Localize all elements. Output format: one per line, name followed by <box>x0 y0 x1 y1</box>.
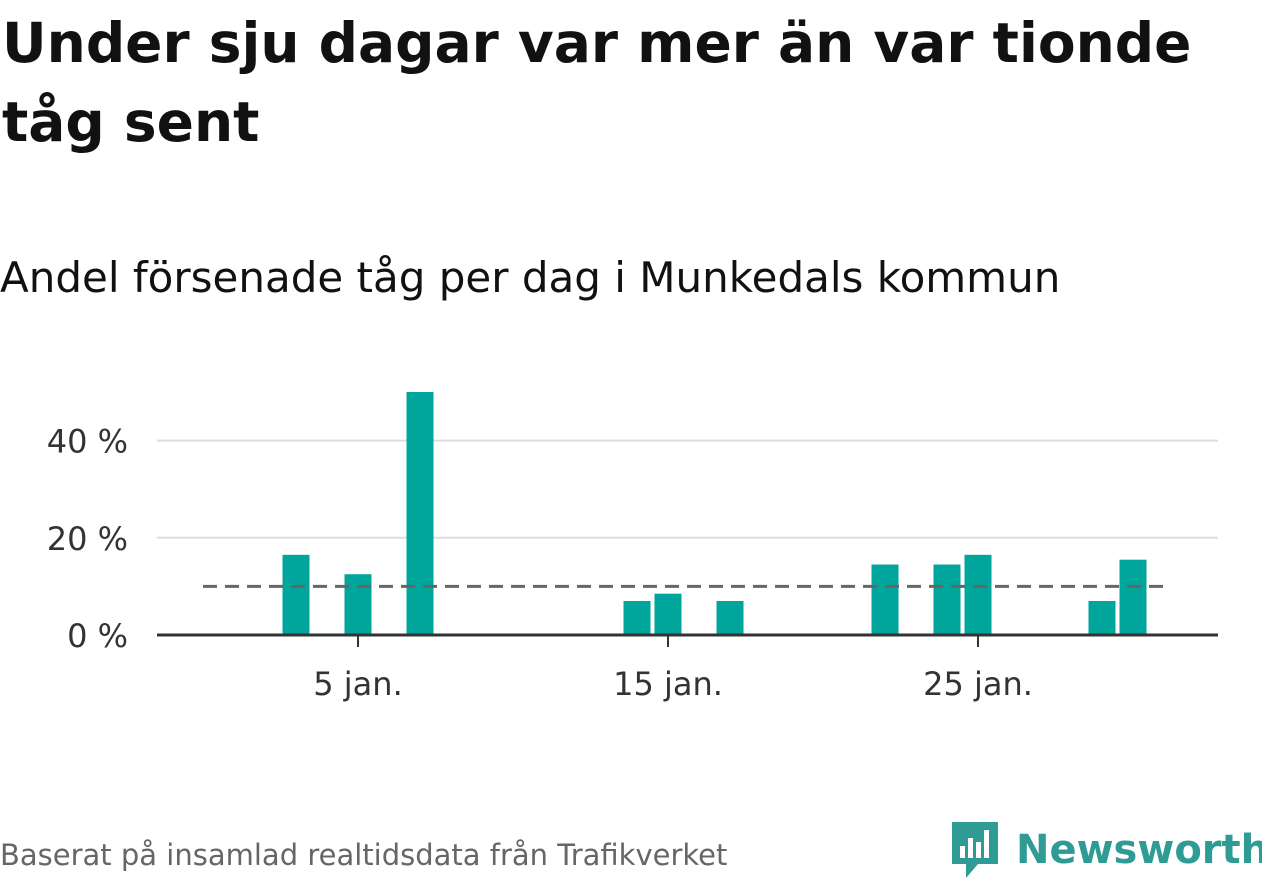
y-tick-label: 20 % <box>47 520 128 558</box>
bar <box>716 600 744 635</box>
newsworthy-logo-icon <box>952 822 998 878</box>
bar <box>282 554 310 635</box>
x-tick-label: 5 jan. <box>313 665 402 703</box>
bar <box>1088 600 1116 635</box>
bar <box>964 554 992 635</box>
source-note: Baserat på insamlad realtidsdata från Tr… <box>0 838 728 872</box>
bar <box>406 392 434 635</box>
y-tick-label: 40 % <box>47 423 128 461</box>
chart-subtitle: Andel försenade tåg per dag i Munkedals … <box>0 253 1061 302</box>
newsworthy-logo: Newsworthy <box>950 820 1262 880</box>
x-tick-label: 15 jan. <box>613 665 723 703</box>
tick-labels: 5 jan. 15 jan. 25 jan. 0 % 20 % 40 % <box>47 423 1033 703</box>
y-tick-label: 0 % <box>67 617 128 655</box>
bars <box>282 392 1147 635</box>
bar <box>654 593 682 635</box>
brand-name: Newsworthy <box>1016 827 1262 873</box>
bar-chart: 5 jan. 15 jan. 25 jan. 0 % 20 % 40 % <box>47 392 1218 703</box>
axes <box>157 633 1218 647</box>
bar <box>933 564 961 635</box>
x-tick-label: 25 jan. <box>923 665 1033 703</box>
chart-title: Under sju dagar var mer än var tionde tå… <box>2 11 1192 154</box>
bar <box>871 564 899 635</box>
gridlines <box>157 439 1218 539</box>
bar <box>623 600 651 635</box>
bar <box>344 574 372 635</box>
bar <box>1119 559 1147 635</box>
